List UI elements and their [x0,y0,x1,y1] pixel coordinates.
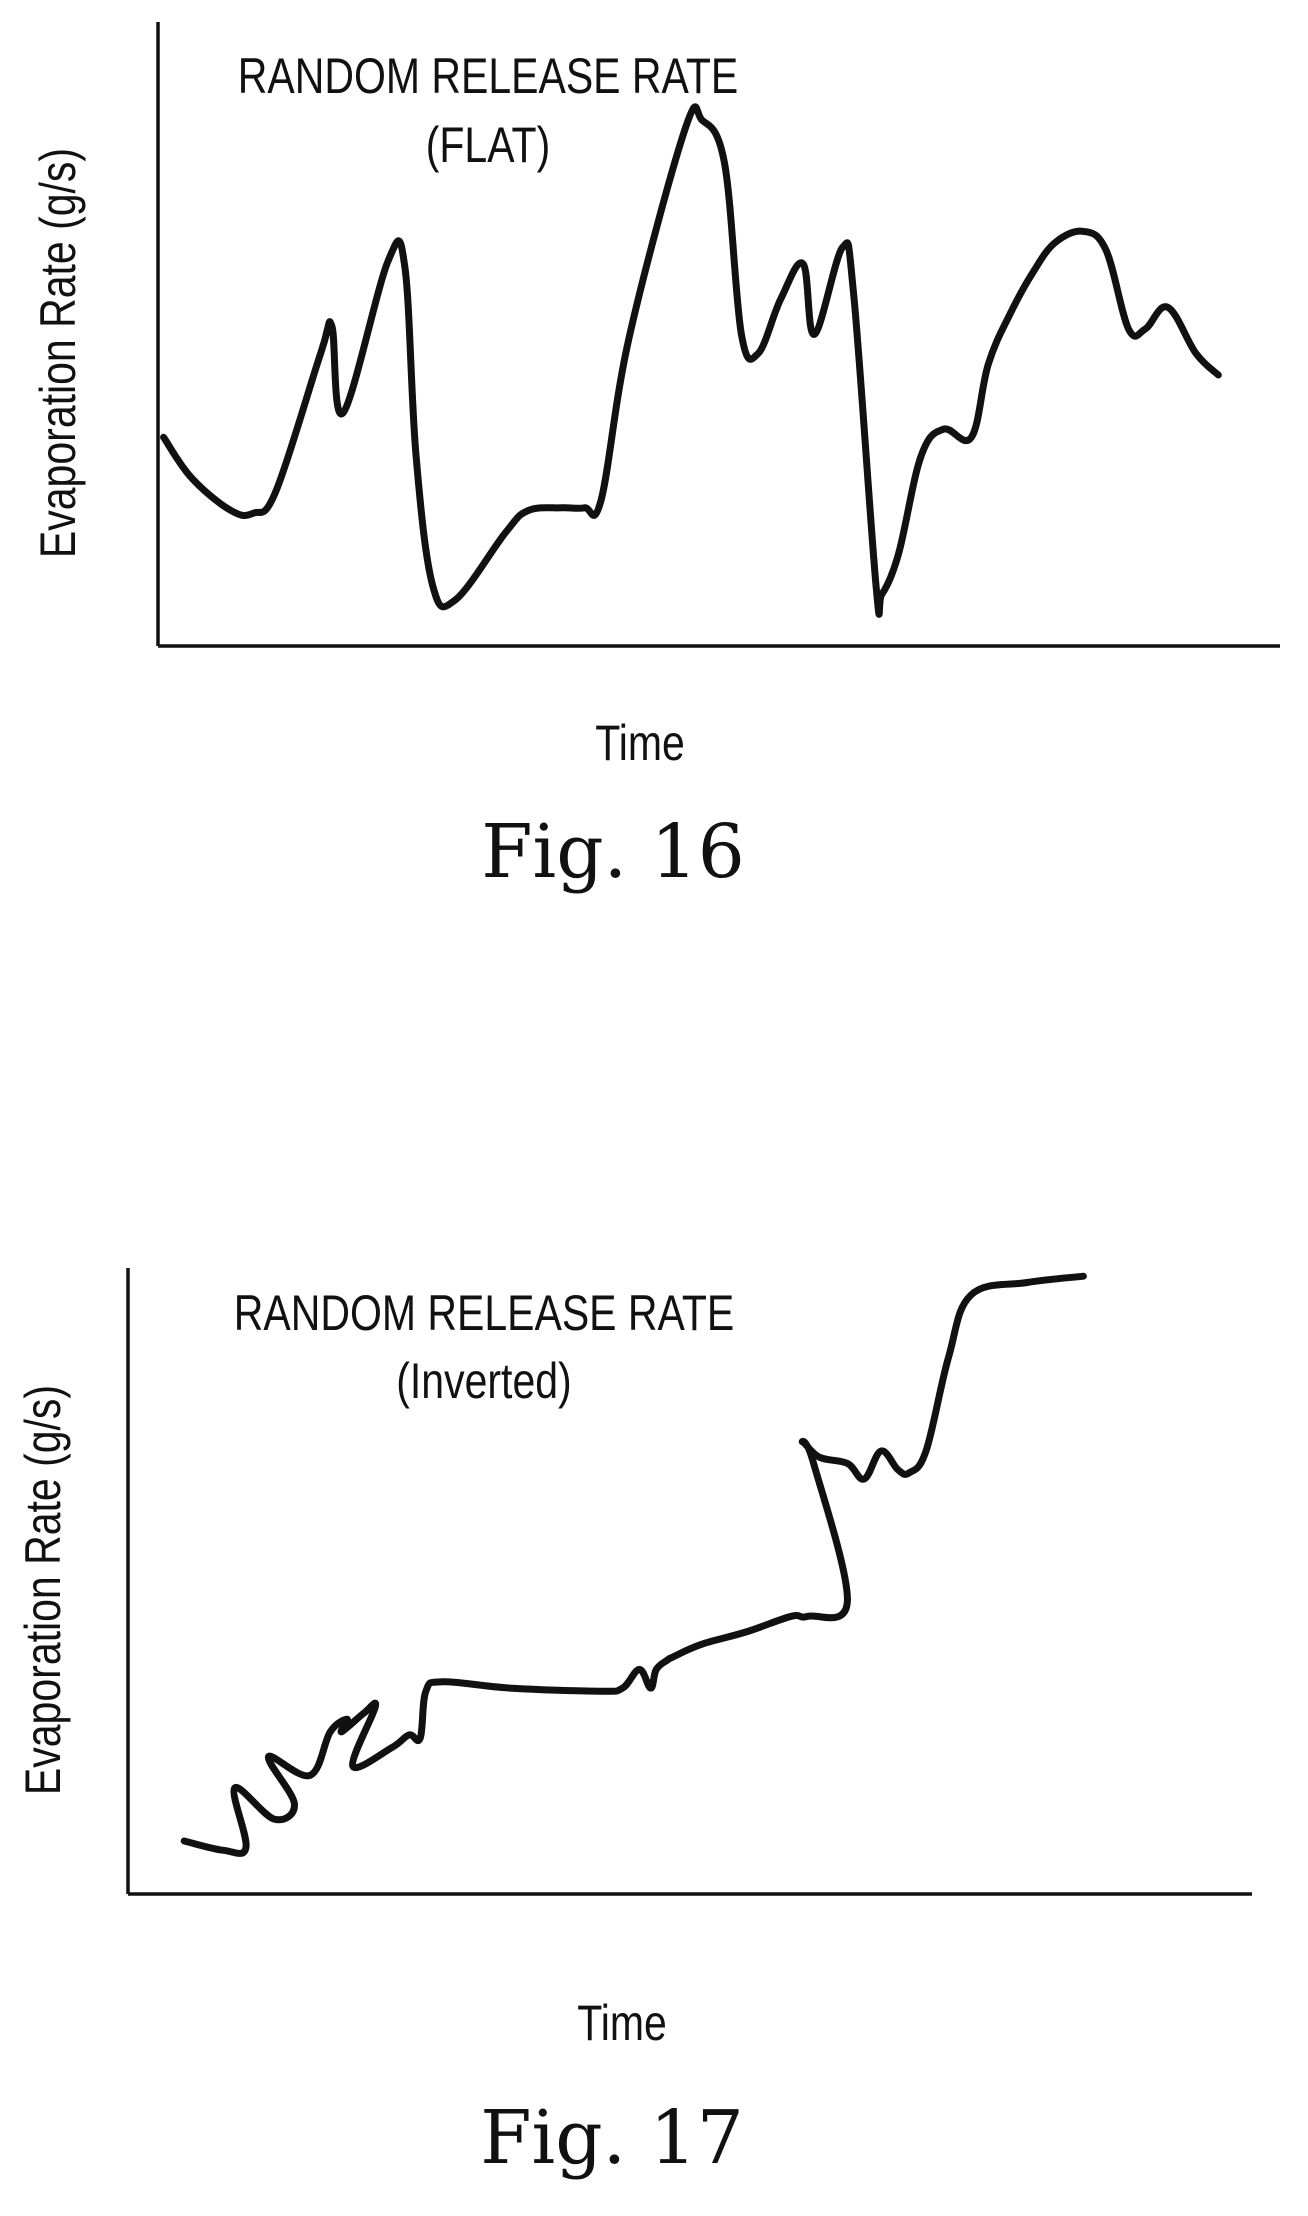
chart-fig-17: RANDOM RELEASE RATE (Inverted) Evaporati… [15,1268,1252,2181]
chart-subtitle-fig-16: (FLAT) [426,117,551,173]
chart-title-fig-17: RANDOM RELEASE RATE [234,1285,734,1341]
chart-subtitle-fig-17: (Inverted) [396,1353,571,1409]
y-axis-label-fig-17: Evaporation Rate (g/s) [15,1385,71,1795]
figure-caption-fig-16: Fig. 16 [481,809,745,895]
chart-title-fig-16: RANDOM RELEASE RATE [238,48,738,104]
x-axis-label-fig-17: Time [577,1995,667,2051]
y-axis-label-fig-16: Evaporation Rate (g/s) [30,148,86,558]
data-series-line-fig-16 [160,103,1222,618]
chart-fig-16: RANDOM RELEASE RATE (FLAT) Evaporation R… [30,22,1280,895]
x-axis-label-fig-16: Time [595,715,685,771]
data-series-line-fig-17 [180,1272,1087,1857]
figure-caption-fig-17: Fig. 17 [480,2095,744,2181]
